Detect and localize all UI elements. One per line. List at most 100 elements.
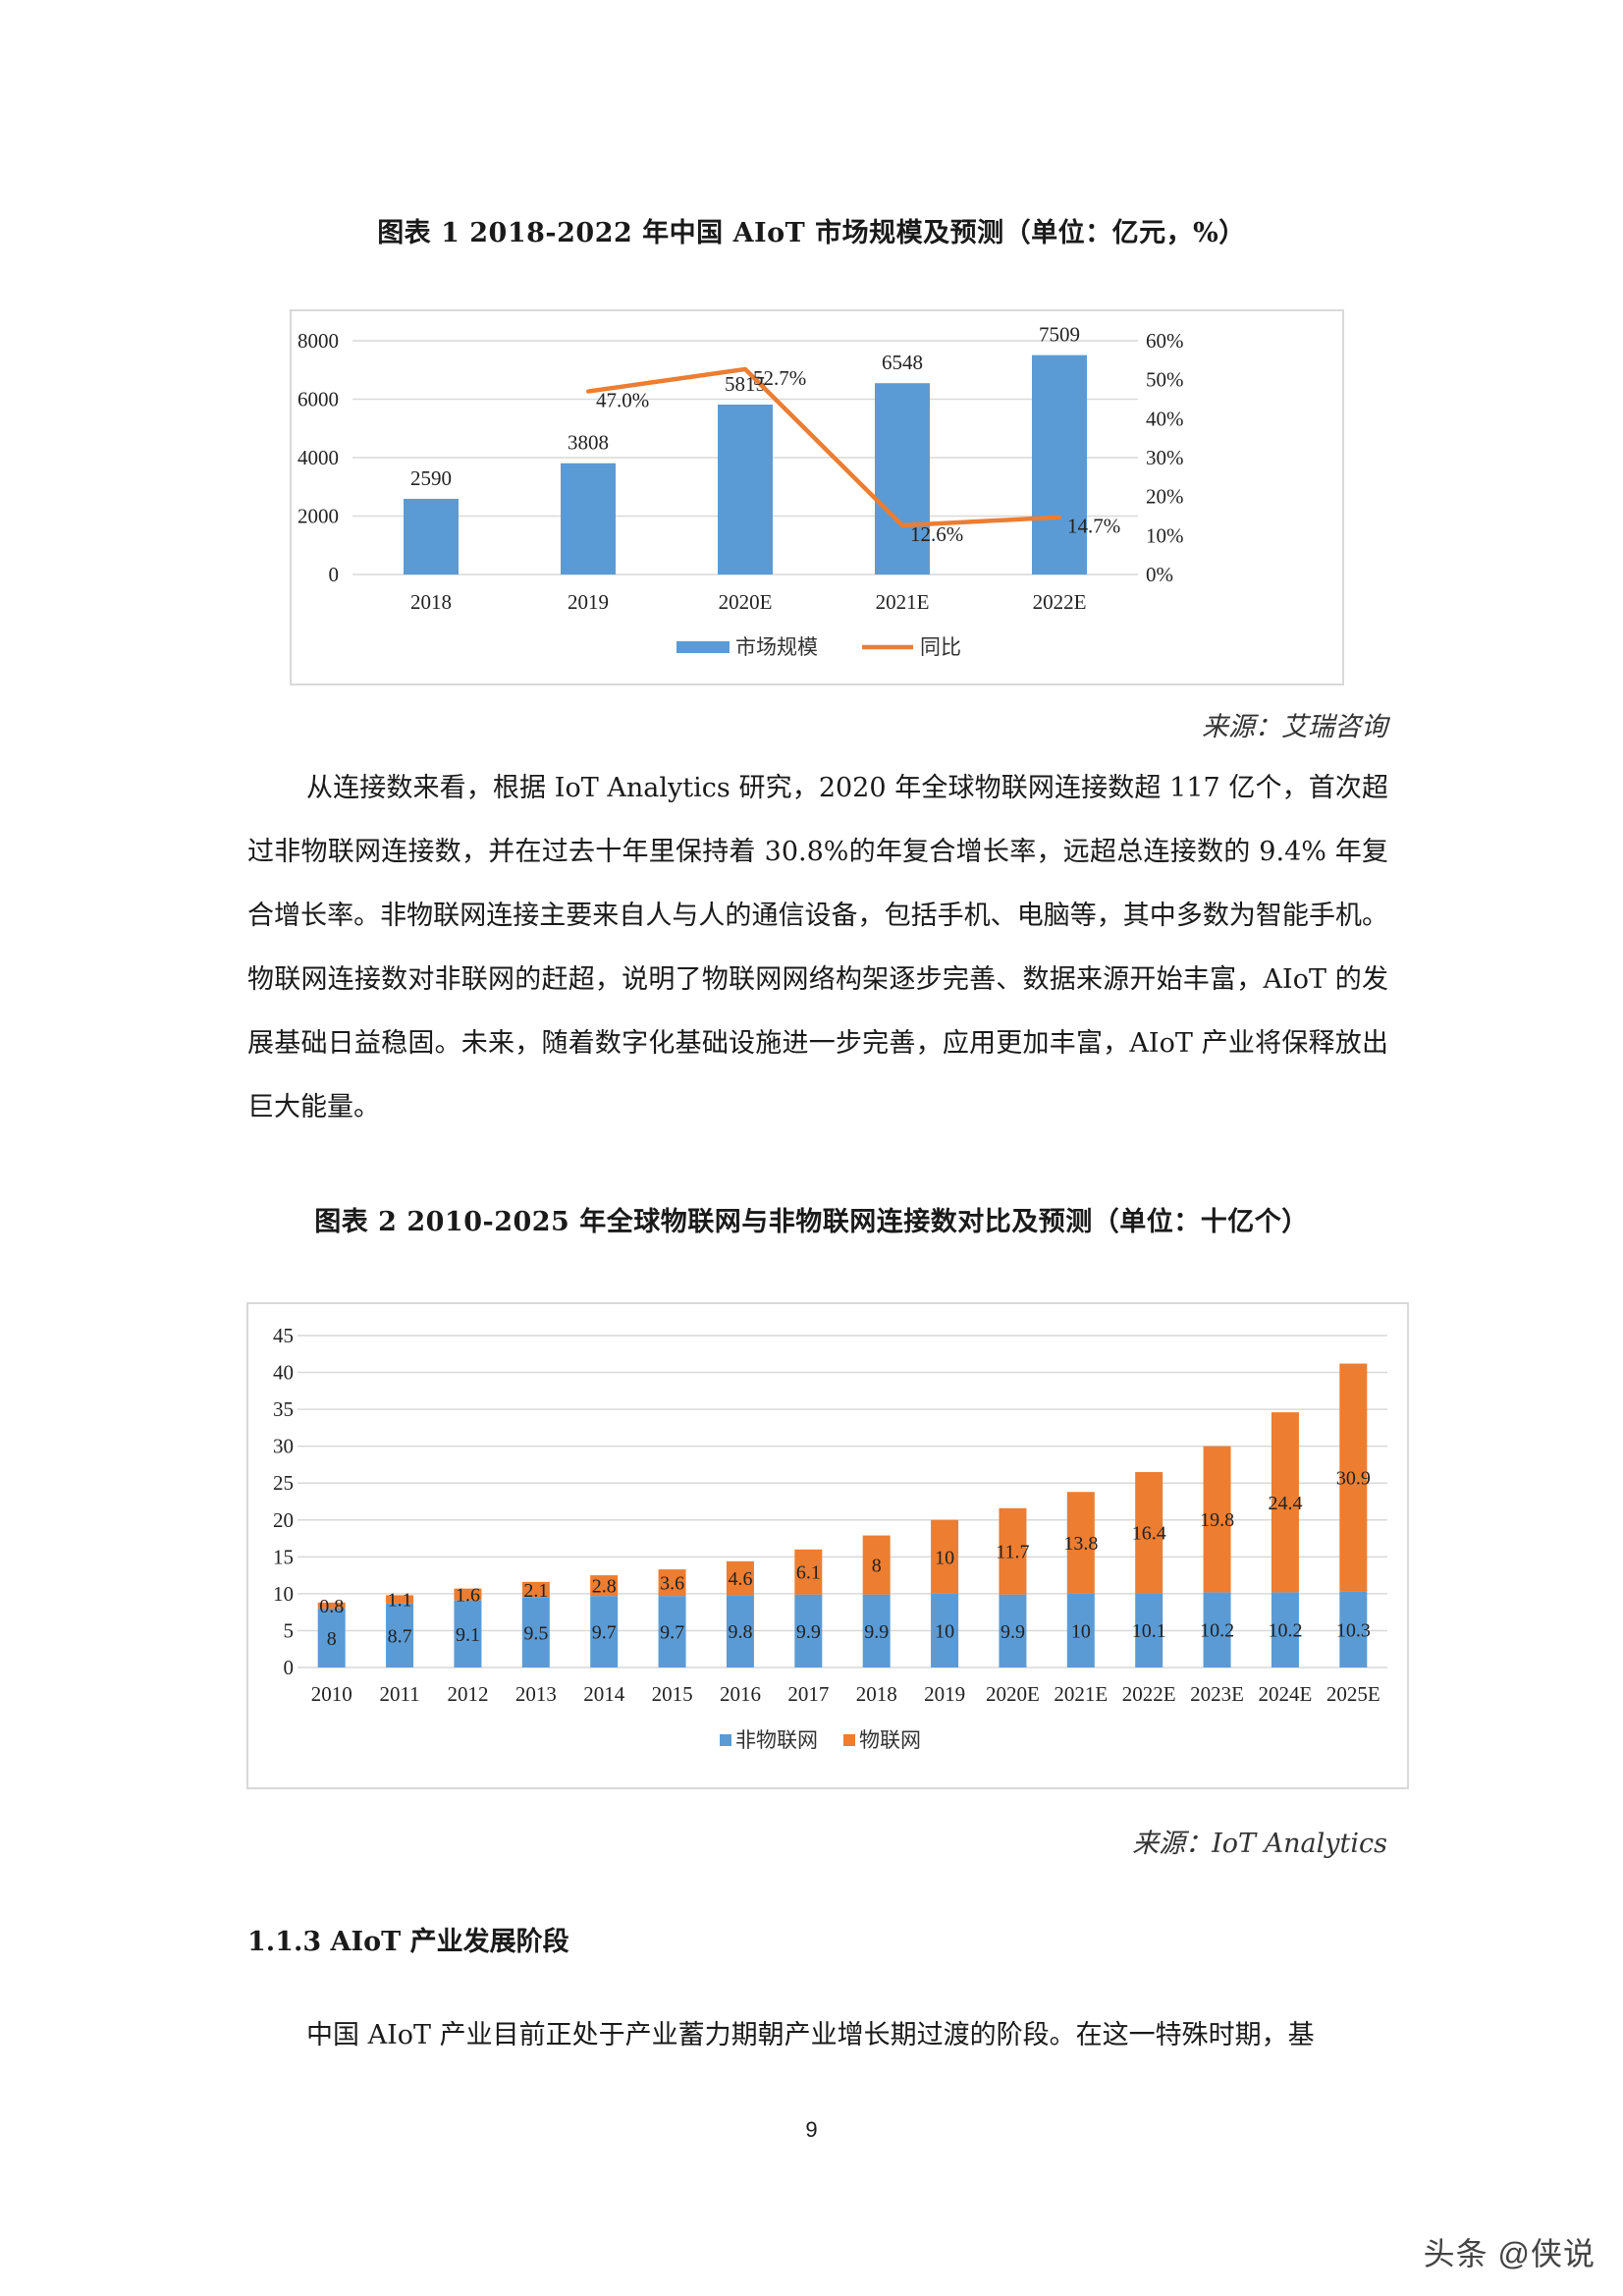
bar-label-non-iot: 9.5: [523, 1622, 548, 1644]
bar-label-iot: 11.7: [996, 1542, 1029, 1563]
bar-iot: [521, 1581, 550, 1598]
bar-market-size: [404, 498, 459, 574]
y2-tick-label: 0%: [1146, 563, 1173, 586]
x-tick-label: 2013: [515, 1682, 557, 1706]
bar-label-non-iot: 9.9: [796, 1621, 821, 1643]
x-tick-label: 2020E: [719, 590, 773, 614]
y2-tick-label: 20%: [1146, 485, 1184, 509]
body-paragraph-2: 中国 AIoT 产业目前正处于产业蓄力期朝产业增长期过渡的阶段。在这一特殊时期，…: [306, 2020, 1315, 2050]
bar-market-size: [875, 383, 930, 574]
figure2-chart: 0 5 10 15 20 25 30 35 40 45 8 0.8 2010 8.7 1.1 2011 9.1 1…: [246, 1302, 1409, 1789]
figure1-title: 图表 1 2018-2022 年中国 AIoT 市场规模及预测（单位：亿元，%）: [377, 218, 1246, 248]
figure1-source: 来源：艾瑞咨询: [1202, 712, 1387, 742]
bar-non-iot: [590, 1596, 619, 1667]
line-point: [1057, 515, 1061, 519]
bar-non-iot: [999, 1594, 1027, 1667]
y-tick-label: 4000: [298, 446, 339, 469]
bar-non-iot: [317, 1608, 346, 1667]
x-tick-label: 2010: [311, 1682, 352, 1706]
bar-label-iot: 6.1: [796, 1562, 821, 1584]
y2-tick-label: 60%: [1146, 329, 1184, 353]
bar-label-non-iot: 10: [1071, 1620, 1091, 1642]
y-tick-label: 45: [273, 1324, 294, 1347]
x-tick-label: 2012: [447, 1682, 488, 1706]
bar-iot: [454, 1588, 482, 1601]
bar-label-iot: 2.1: [523, 1580, 548, 1602]
line-data-label: 47.0%: [596, 389, 649, 412]
watermark: 头条 @侠说: [1423, 2236, 1596, 2271]
bar-label-non-iot: 8: [327, 1628, 337, 1650]
y-tick-label: 5: [284, 1618, 295, 1642]
bar-label-iot: 4.6: [728, 1568, 752, 1590]
bar-iot: [386, 1595, 414, 1604]
bar-label-non-iot: 10.3: [1336, 1619, 1371, 1641]
y2-tick-label: 30%: [1146, 446, 1184, 469]
figure2-title: 图表 2 2010-2025 年全球物联网与非物联网连接数对比及预测（单位：十亿…: [314, 1207, 1309, 1237]
x-tick-label: 2019: [924, 1682, 965, 1706]
line-data-label: 14.7%: [1067, 515, 1120, 538]
bar-label-non-iot: 9.7: [592, 1622, 617, 1644]
x-tick-label: 2022E: [1033, 590, 1087, 614]
y2-tick-label: 10%: [1146, 523, 1184, 547]
bar-label-non-iot: 8.7: [388, 1625, 412, 1647]
figure1-chart: 0 2000 4000 6000 8000 0% 10% 20% 30% 40% 50% 60% 259…: [290, 309, 1344, 685]
line-point: [743, 366, 747, 371]
section-heading: 1.1.3 AIoT 产业发展阶段: [247, 1927, 569, 1957]
legend-label-non-iot: 非物联网: [735, 1728, 818, 1752]
market-size-combo-chart: 0 2000 4000 6000 8000 0% 10% 20% 30% 40% 50% 60% 259…: [298, 323, 1184, 659]
y-tick-label: 40: [273, 1361, 294, 1385]
bar-label-non-iot: 10: [935, 1620, 954, 1642]
connections-stacked-chart: 0 5 10 15 20 25 30 35 40 45 8 0.8 2010 8.7 1.1 2011 9.1 1…: [273, 1324, 1387, 1752]
bar-iot: [1203, 1446, 1231, 1593]
bar-label-iot: 24.4: [1268, 1493, 1302, 1514]
bar-iot: [862, 1535, 891, 1595]
bar-non-iot: [862, 1594, 891, 1667]
body-paragraph-1: 从连接数来看，根据 IoT Analytics 研究，2020 年全球物联网连接…: [247, 773, 1388, 1122]
y-tick-label: 8000: [298, 329, 339, 353]
bar-data-label: 3808: [568, 431, 609, 455]
bar-iot: [1066, 1492, 1095, 1594]
bar-market-size: [561, 463, 616, 574]
bar-iot: [794, 1549, 823, 1595]
bar-non-iot: [726, 1595, 754, 1667]
line-data-label: 12.6%: [910, 522, 963, 546]
bar-non-iot: [794, 1594, 823, 1667]
bar-data-label: 7509: [1039, 323, 1080, 347]
bar-label-iot: 2.8: [592, 1576, 617, 1598]
bar-data-label: 6548: [882, 351, 923, 374]
bar-label-iot: 19.8: [1200, 1509, 1234, 1531]
bar-non-iot: [658, 1596, 686, 1667]
bar-non-iot: [521, 1597, 550, 1667]
x-tick-label: 2016: [720, 1682, 761, 1706]
bar-market-size: [1032, 355, 1087, 574]
bar-non-iot: [1066, 1593, 1095, 1667]
y-tick-label: 6000: [298, 388, 339, 411]
bar-iot: [726, 1560, 754, 1596]
bar-non-iot: [1135, 1593, 1163, 1667]
bar-iot: [931, 1519, 959, 1594]
figure2-source: 来源：IoT Analytics: [1132, 1829, 1387, 1859]
y-tick-label: 2000: [298, 505, 339, 528]
x-tick-label: 2018: [410, 590, 452, 614]
x-tick-label: 2025E: [1326, 1682, 1380, 1706]
bar-label-iot: 1.6: [456, 1585, 480, 1607]
bar-non-iot: [931, 1593, 959, 1667]
bar-iot: [1339, 1363, 1368, 1592]
bar-label-non-iot: 9.9: [1001, 1621, 1025, 1643]
bar-non-iot: [1271, 1592, 1299, 1667]
bar-non-iot: [1203, 1592, 1231, 1667]
bar-label-iot: 16.4: [1132, 1523, 1166, 1545]
bar-non-iot: [1339, 1591, 1368, 1667]
bar-label-iot: 10: [935, 1547, 954, 1568]
bar-market-size: [718, 405, 773, 574]
bar-label-non-iot: 10.1: [1132, 1620, 1166, 1642]
bar-label-non-iot: 10.2: [1200, 1620, 1234, 1642]
bar-iot: [999, 1507, 1027, 1595]
bar-label-non-iot: 10.2: [1268, 1620, 1302, 1642]
y-tick-label: 30: [273, 1435, 294, 1458]
legend-label-iot: 物联网: [859, 1728, 921, 1752]
line-point: [900, 523, 904, 528]
bar-label-iot: 13.8: [1063, 1533, 1098, 1555]
y-tick-label: 35: [273, 1397, 294, 1421]
bar-iot: [317, 1602, 346, 1609]
